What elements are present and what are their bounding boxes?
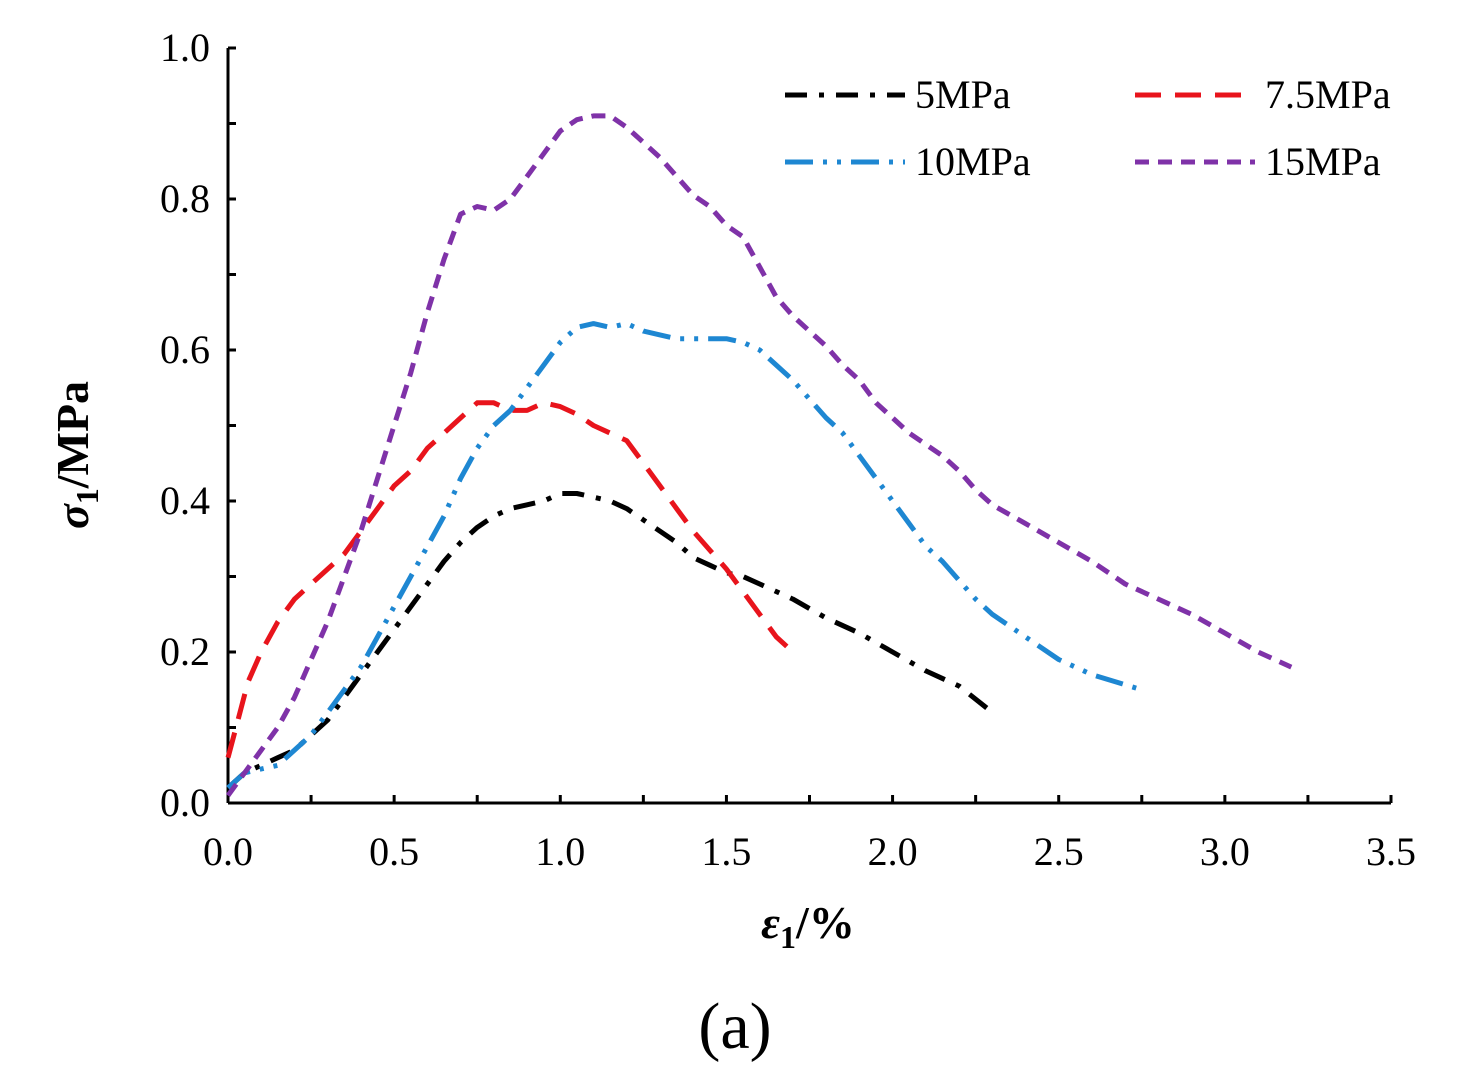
x-axis-symbol: ε <box>761 897 780 948</box>
legend-label: 5MPa <box>915 72 1011 117</box>
legend: 5MPa 7.5MPa 10MPa 15MPa <box>785 72 1391 184</box>
panel-label: (a) <box>698 990 771 1063</box>
x-tick-label: 2.0 <box>868 829 918 874</box>
y-tick-label: 0.0 <box>160 780 210 825</box>
series-line-10mpa <box>226 321 1143 790</box>
series-line-5mpa <box>226 491 994 790</box>
y-axis-label: σ1/MPa <box>47 381 105 529</box>
x-tick-label: 2.5 <box>1034 829 1084 874</box>
axes: 0.0 0.2 0.4 0.6 0.8 1.0 0.0 0.5 1.0 1.5 2.0 2.5 3.0 3… <box>160 25 1416 874</box>
x-tick-label: 3.5 <box>1366 829 1416 874</box>
x-tick-label: 3.0 <box>1200 829 1250 874</box>
y-tick-label: 0.2 <box>160 629 210 674</box>
x-tick-label: 0.5 <box>369 829 419 874</box>
y-axis-label-group: σ1/MPa <box>47 381 105 529</box>
y-axis-subscript: 1 <box>69 488 105 504</box>
series-line-7-5mpa <box>225 400 795 759</box>
y-tick-label: 0.4 <box>160 478 210 523</box>
x-tick-label: 0.0 <box>203 829 253 874</box>
x-axis-unit: /% <box>795 897 855 948</box>
legend-label: 7.5MPa <box>1265 72 1391 117</box>
y-tick-label: 0.8 <box>160 176 210 221</box>
x-tick-label: 1.0 <box>535 829 585 874</box>
series-group <box>225 113 1293 797</box>
series-line-15mpa <box>225 113 1293 797</box>
y-tick-label: 0.6 <box>160 327 210 372</box>
x-axis-label: ε1/% <box>761 897 855 955</box>
y-axis-unit: /MPa <box>47 381 98 489</box>
x-axis-subscript: 1 <box>780 919 796 955</box>
legend-label: 10MPa <box>915 139 1031 184</box>
y-tick-label: 1.0 <box>160 25 210 70</box>
legend-label: 15MPa <box>1265 139 1381 184</box>
y-axis-symbol: σ <box>47 503 98 529</box>
x-tick-label: 1.5 <box>701 829 751 874</box>
